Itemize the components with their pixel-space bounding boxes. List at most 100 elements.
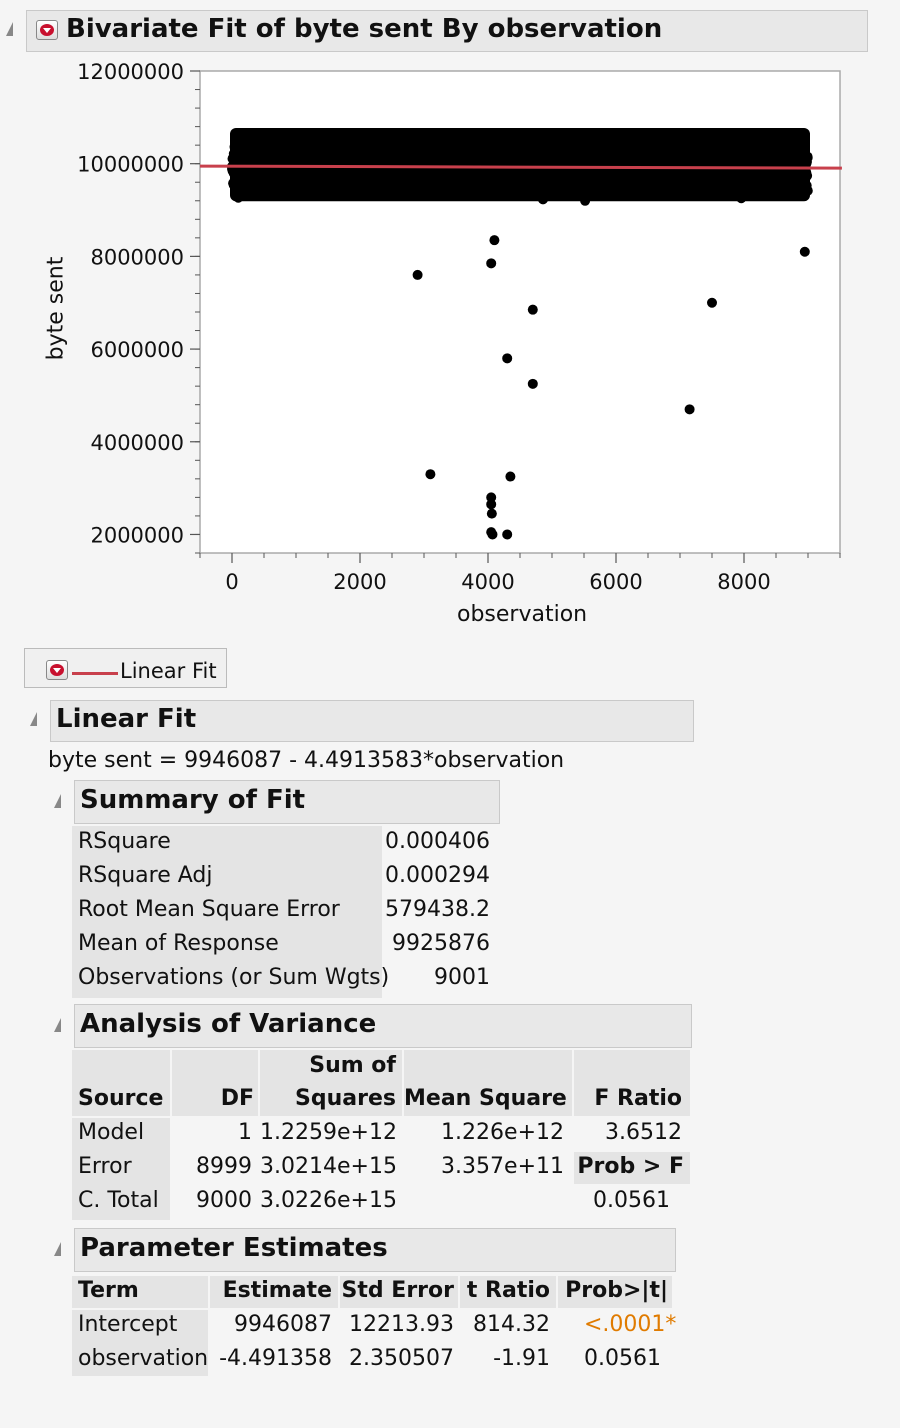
anova-ms: 1.226e+12 xyxy=(441,1120,564,1145)
legend-line-swatch xyxy=(72,672,118,675)
bivariate-title: Bivariate Fit of byte sent By observatio… xyxy=(66,14,663,44)
collapse-triangle-icon[interactable] xyxy=(6,22,22,38)
summary-row-label: RSquare Adj xyxy=(78,863,213,888)
pe-std-error: 12213.93 xyxy=(349,1312,454,1337)
anova-header-f: F Ratio xyxy=(594,1086,682,1111)
outlier-point xyxy=(527,378,538,389)
anova-header-prob: Prob > F xyxy=(577,1154,684,1179)
anova-header-ms: Mean Square xyxy=(404,1086,567,1111)
y-tick-label: 10000000 xyxy=(77,153,184,177)
linear-fit-header xyxy=(50,700,694,742)
anova-ms: 3.357e+11 xyxy=(441,1154,564,1179)
collapse-triangle-icon[interactable] xyxy=(54,794,70,810)
pe-header-term: Term xyxy=(78,1278,139,1303)
fit-equation: byte sent = 9946087 - 4.4913583*observat… xyxy=(48,748,565,773)
dense-core-band xyxy=(230,128,810,202)
linear-fit-title: Linear Fit xyxy=(56,704,197,734)
collapse-triangle-icon[interactable] xyxy=(30,712,46,728)
pe-term: observation xyxy=(78,1346,209,1371)
pe-std-error: 2.350507 xyxy=(349,1346,454,1371)
y-tick-label: 4000000 xyxy=(90,431,184,455)
pe-estimate: -4.491358 xyxy=(219,1346,332,1371)
anova-header xyxy=(74,1004,692,1048)
pe-term: Intercept xyxy=(78,1312,178,1337)
anova-source: Error xyxy=(78,1154,132,1179)
pe-term-column xyxy=(72,1310,208,1376)
anova-header-source: Source xyxy=(78,1086,164,1111)
anova-title: Analysis of Variance xyxy=(80,1009,377,1039)
pe-header-tratio-cell xyxy=(460,1276,556,1308)
pe-header-stderr: Std Error xyxy=(341,1278,454,1303)
collapse-triangle-icon[interactable] xyxy=(54,1018,70,1034)
pe-header-prob: Prob>|t| xyxy=(565,1278,668,1303)
x-tick-label: 0 xyxy=(225,570,238,594)
outlier-point xyxy=(412,269,423,280)
anova-df: 9000 xyxy=(196,1188,252,1213)
fit-line xyxy=(199,164,842,170)
outlier-point xyxy=(505,471,516,482)
anova-ss: 3.0226e+15 xyxy=(260,1188,397,1213)
outlier-point xyxy=(502,529,513,540)
anova-header-df-cell xyxy=(172,1050,258,1116)
outlier-point xyxy=(486,508,497,519)
anova-prob-value: 0.0561 xyxy=(593,1188,670,1213)
anova-ss: 3.0214e+15 xyxy=(260,1154,397,1179)
outlier-point xyxy=(486,258,497,269)
outlier-point xyxy=(486,492,497,503)
legend-label: Linear Fit xyxy=(120,659,217,683)
pe-header-stderr-cell xyxy=(340,1276,458,1308)
y-tick-label: 6000000 xyxy=(90,338,184,362)
summary-row-value: 9001 xyxy=(434,965,490,990)
summary-row-label: Mean of Response xyxy=(78,931,279,956)
anova-header-f-cell xyxy=(574,1050,690,1116)
legend-menu-icon[interactable] xyxy=(46,660,68,680)
anova-header-ss-line1: Sum of xyxy=(309,1053,396,1078)
anova-ss: 1.2259e+12 xyxy=(260,1120,397,1145)
outlier-point xyxy=(487,529,498,540)
summary-row-value: 9925876 xyxy=(392,931,490,956)
summary-row-label: Observations (or Sum Wgts) xyxy=(78,965,390,990)
outlier-point xyxy=(707,297,717,308)
outlier-point xyxy=(799,246,810,257)
anova-header-ss-line2: Squares xyxy=(295,1086,396,1111)
outlier-point xyxy=(684,404,695,415)
pe-t-ratio: -1.91 xyxy=(493,1346,550,1371)
summary-of-fit-title: Summary of Fit xyxy=(80,785,306,815)
outlier-point xyxy=(502,353,513,364)
collapse-triangle-icon[interactable] xyxy=(54,1242,70,1258)
pe-prob: 0.0561 xyxy=(584,1346,661,1371)
summary-row-value: 579438.2 xyxy=(385,897,490,922)
anova-source: C. Total xyxy=(78,1188,159,1213)
outlier-point xyxy=(527,304,538,315)
anova-df: 8999 xyxy=(196,1154,252,1179)
x-tick-label: 4000 xyxy=(461,570,514,594)
pe-header-tratio: t Ratio xyxy=(466,1278,550,1303)
outlier-point xyxy=(425,469,436,480)
x-axis-label: observation xyxy=(457,602,588,627)
anova-source: Model xyxy=(78,1120,145,1145)
outlier-point xyxy=(486,499,497,510)
parameter-estimates-header xyxy=(74,1228,676,1272)
anova-header-ss-cell xyxy=(260,1050,402,1116)
pe-header-estimate: Estimate xyxy=(222,1278,332,1303)
bivariate-header xyxy=(26,10,868,52)
x-tick-label: 8000 xyxy=(717,570,770,594)
pe-header-estimate-cell xyxy=(210,1276,338,1308)
pe-header-prob-cell xyxy=(558,1276,672,1308)
pe-t-ratio: 814.32 xyxy=(473,1312,550,1337)
anova-f-ratio: 3.6512 xyxy=(605,1120,682,1145)
scatter-chart: 12000000 10000000 8000000 6000000 4000000 200… xyxy=(77,60,842,594)
summary-row-label: Root Mean Square Error xyxy=(78,897,340,922)
anova-df: 1 xyxy=(238,1120,252,1145)
summary-label-column xyxy=(72,826,382,998)
red-triangle-menu-icon[interactable] xyxy=(36,20,58,40)
summary-row-label: RSquare xyxy=(78,829,171,854)
anova-header-df: DF xyxy=(220,1086,254,1111)
anova-header-source-cell xyxy=(72,1050,170,1116)
summary-of-fit-header xyxy=(74,780,500,824)
pe-prob: <.0001* xyxy=(584,1312,677,1337)
y-tick-label: 2000000 xyxy=(90,523,184,547)
anova-source-column xyxy=(72,1118,170,1220)
y-tick-label: 8000000 xyxy=(90,245,184,269)
x-tick-label: 6000 xyxy=(589,570,642,594)
